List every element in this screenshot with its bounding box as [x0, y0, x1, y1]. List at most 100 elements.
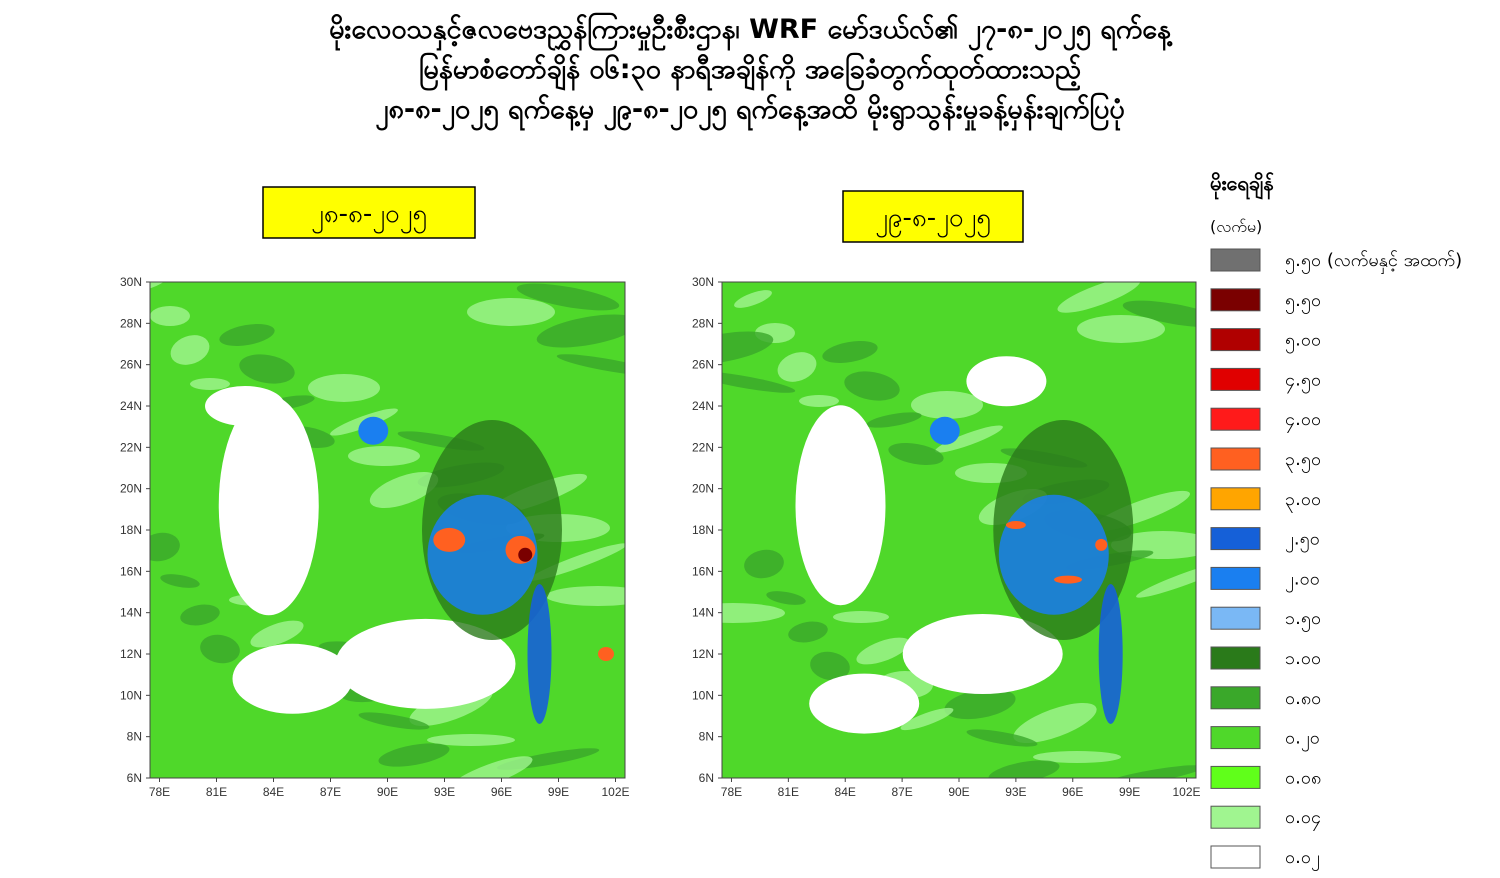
- title-line: မိုးလေဝသနှင့်ဇလဗေဒညွှန်ကြားမှုဦးစီးဌာန၊ …: [329, 12, 1172, 51]
- legend-label: ၄.၅၀: [1285, 369, 1321, 393]
- y-tick-label: 26N: [120, 358, 142, 372]
- legend-swatch: [1210, 328, 1261, 352]
- rain-area: [1095, 538, 1108, 551]
- rain-area: [170, 335, 210, 365]
- rain-area: [427, 494, 538, 615]
- legend-label: ၁.၅၀: [1285, 608, 1321, 632]
- legend-label: ၅.၀၀: [1285, 330, 1321, 354]
- y-tick-label: 28N: [692, 316, 714, 330]
- x-tick-label: 99E: [1119, 785, 1140, 799]
- x-tick-label: 96E: [1062, 785, 1083, 799]
- x-tick-label: 81E: [206, 785, 227, 799]
- rain-area: [833, 611, 889, 623]
- rain-area: [1033, 751, 1121, 763]
- legend-swatch: [1210, 606, 1261, 630]
- rain-area: [427, 734, 515, 746]
- rain-area: [200, 634, 240, 664]
- rain-area: [1077, 315, 1165, 343]
- dry-area: [809, 673, 920, 734]
- y-tick-label: 20N: [120, 482, 142, 496]
- rain-area: [1005, 521, 1026, 530]
- map: [150, 282, 625, 778]
- legend-label: ၅.၅၀ (လက်မနှင့် အထက်): [1285, 250, 1462, 274]
- date-box: [842, 190, 1024, 243]
- rain-area: [433, 527, 466, 552]
- map: [722, 282, 1196, 778]
- rain-area: [239, 354, 295, 384]
- rain-area: [308, 374, 380, 402]
- legend-swatch: [1210, 765, 1261, 789]
- legend-label: ၀.၀၄: [1285, 807, 1321, 831]
- y-tick-label: 6N: [127, 771, 142, 785]
- x-tick-label: 102E: [601, 785, 629, 799]
- x-tick-label: 81E: [778, 785, 799, 799]
- legend-swatch: [1210, 487, 1261, 511]
- y-tick-label: 18N: [692, 523, 714, 537]
- y-tick-label: 16N: [120, 564, 142, 578]
- x-tick-label: 102E: [1173, 785, 1201, 799]
- y-tick-label: 16N: [692, 564, 714, 578]
- x-tick-label: 99E: [548, 785, 569, 799]
- rain-area: [844, 371, 900, 401]
- date-label: ၂၉-၈-၂၀၂၅: [875, 203, 991, 238]
- y-tick-label: 12N: [120, 647, 142, 661]
- rain-area: [788, 621, 828, 643]
- y-tick-label: 22N: [120, 440, 142, 454]
- legend-swatch: [1210, 527, 1261, 551]
- rain-area: [180, 604, 220, 626]
- legend-label: ၀.၈၀: [1285, 688, 1321, 709]
- rain-area: [900, 707, 954, 731]
- x-tick-label: 84E: [835, 785, 856, 799]
- rain-area: [190, 378, 230, 390]
- date-box: [262, 186, 476, 239]
- rain-area: [378, 743, 450, 767]
- y-tick-label: 12N: [692, 647, 714, 661]
- rain-area: [1098, 584, 1123, 724]
- rain-area: [911, 391, 983, 419]
- x-tick-label: 93E: [434, 785, 455, 799]
- rain-area: [929, 416, 960, 445]
- rain-area: [1122, 300, 1196, 328]
- dry-area: [902, 614, 1063, 694]
- legend-swatch: [1210, 566, 1261, 590]
- rain-area: [1136, 560, 1196, 598]
- rain-area: [348, 446, 420, 466]
- dry-area: [218, 395, 319, 616]
- rain-area: [722, 603, 785, 623]
- x-tick-label: 78E: [149, 785, 170, 799]
- y-tick-label: 6N: [699, 771, 714, 785]
- rain-area: [546, 586, 625, 606]
- rain-area: [766, 591, 806, 605]
- legend-label: ၄.၀၀: [1285, 409, 1321, 433]
- legend-label: ၅.၅၀: [1285, 290, 1321, 314]
- x-tick-label: 90E: [377, 785, 398, 799]
- rain-area: [866, 412, 922, 428]
- rain-area: [1054, 575, 1083, 584]
- rain-area: [935, 425, 1003, 453]
- x-tick-label: 84E: [263, 785, 284, 799]
- date-label: ၂၈-၈-၂၀၂၅: [311, 199, 427, 234]
- x-tick-label: 90E: [948, 785, 969, 799]
- rain-area: [598, 647, 614, 661]
- x-tick-label: 87E: [320, 785, 341, 799]
- legend-label: ၀.၂၀: [1285, 728, 1320, 752]
- y-tick-label: 26N: [692, 358, 714, 372]
- rain-area: [518, 547, 533, 562]
- y-tick-label: 28N: [120, 316, 142, 330]
- legend-swatch: [1210, 367, 1261, 391]
- title-line: မြန်မာစံတော်ချိန် ၀၆:၃၀ နာရီအချိန်ကို အခ…: [419, 52, 1081, 91]
- rain-area: [358, 712, 430, 730]
- dry-area: [335, 618, 516, 709]
- rain-area: [1100, 765, 1196, 778]
- legend-swatch: [1210, 686, 1261, 710]
- dry-area: [232, 643, 353, 714]
- rain-area: [888, 443, 944, 465]
- legend-label: ၁.၀၀: [1285, 648, 1321, 669]
- legend-label: ၀.၀၈: [1285, 767, 1321, 788]
- rain-area: [1013, 703, 1097, 743]
- rain-area: [777, 352, 817, 382]
- legend-swatch: [1210, 447, 1261, 471]
- y-tick-label: 24N: [692, 399, 714, 413]
- rain-area: [536, 314, 625, 348]
